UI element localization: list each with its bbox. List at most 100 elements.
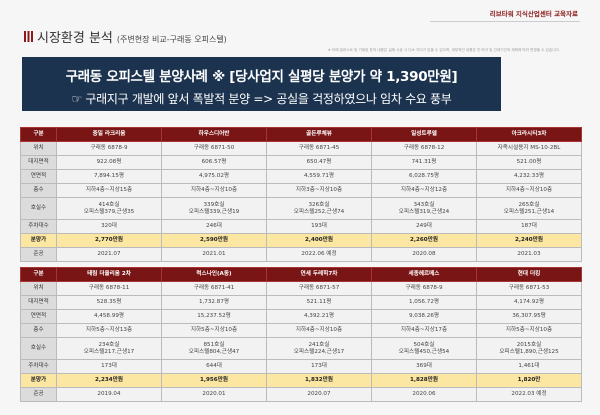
cell-completion: 2021.07: [56, 247, 162, 262]
cell-completion: 2022.06 예정: [266, 247, 372, 262]
cell-units: 326호실 오피스텔252,근생74: [266, 197, 372, 220]
cell-units: 234호실 오피스텔217,근생17: [56, 337, 162, 360]
comparison-table-1: 구분 중일 라크리움 하우스디어반 골든루체뷰 일성트루엘 아크라시티3차 위치 구래동 68…: [20, 127, 582, 262]
row-label: 주차대수: [20, 359, 57, 374]
table-row-price: 분양가 2,770만원 2,590만원 2,400만원 2,260만원 2,240만원: [20, 233, 582, 248]
column-header: 아크라시티3차: [476, 127, 582, 142]
cell-land-area: 4,174.92평: [476, 295, 582, 310]
cell-completion: 2022.03 예정: [476, 387, 582, 402]
banner-line1: 구래동 오피스텔 분양사례 ※ [당사업지 실평당 분양가 약 1,390만원]: [65, 69, 458, 85]
cell-land-area: 1,056.72평: [371, 295, 477, 310]
corner-header: 구분: [20, 267, 57, 282]
cell-land-area: 521.11평: [266, 295, 372, 310]
cell-floors: 지하4층~지상10층: [266, 323, 372, 338]
cell-price: 2,240만원: [476, 233, 582, 248]
column-header: 골든루체뷰: [266, 127, 372, 142]
cell-land-area: 650.47평: [266, 155, 372, 170]
table-row-land-area: 대지면적 922.08평 606.57평 650.47평 741.31평 521.00평: [20, 155, 582, 170]
table-row-location: 위치 구래동 6878-9 구래동 6871-50 구래동 6871-45 구래동 68…: [20, 141, 582, 156]
table-row-floors: 층수 지하5층~지상13층 지하5층~지상10층 지하4층~지상10층 지하4층~지상1…: [20, 323, 582, 338]
cell-price: 1,956만원: [161, 373, 267, 388]
headline-banner: 구래동 오피스텔 분양사례 ※ [당사업지 실평당 분양가 약 1,390만원]…: [22, 57, 501, 111]
table-row-completion: 준공 2019.04 2020.01 2020.07 2020.06 2022.03 예정: [20, 387, 582, 402]
table-row-floor-area: 연면적 7,894.15평 4,975.02평 4,559.71평 6,028.75평 4…: [20, 169, 582, 184]
row-label: 위치: [20, 281, 57, 296]
banner-line2: ☞ 구래지구 개발에 앞서 폭발적 분양 => 공실을 걱정하였으나 임차 수요…: [71, 92, 452, 106]
column-header: 하우스디어반: [161, 127, 267, 142]
cell-price: 1,828만원: [371, 373, 477, 388]
cell-floors: 지하4층~지상17층: [371, 323, 477, 338]
cell-floors: 지하4층~지상12층: [371, 183, 477, 198]
column-header: 일성트루엘: [371, 127, 477, 142]
cell-completion: 2020.01: [161, 387, 267, 402]
cell-floors: 지하5층~지상10층: [161, 323, 267, 338]
column-header: 태림 더올리움 2차: [56, 267, 162, 282]
table-row-parking: 주차대수 173대 644대 173대 369대 1,461대: [20, 359, 582, 374]
table-row-price: 분양가 2,234만원 1,956만원 1,832만원 1,828만원 1,820만: [20, 373, 582, 388]
row-label: 대지면적: [20, 155, 57, 170]
column-header: 중일 라크리움: [56, 127, 162, 142]
cell-land-area: 606.57평: [161, 155, 267, 170]
cell-parking: 249대: [371, 219, 477, 234]
column-header: 세종헤르메스: [371, 267, 477, 282]
cell-floor-area: 7,894.15평: [56, 169, 162, 184]
cell-completion: 2019.04: [56, 387, 162, 402]
table-row-location: 위치 구래동 6878-11 구래동 6871-41 구래동 6871-57 구래동 6…: [20, 281, 582, 296]
cell-price: 2,260만원: [371, 233, 477, 248]
cell-parking: 1,461대: [476, 359, 582, 374]
row-label: 대지면적: [20, 295, 57, 310]
table-row-floor-area: 연면적 4,458.99평 15,237.52평 4,392.21평 9,038.26평…: [20, 309, 582, 324]
disclaimer-note: ※ 아래 일러스트 및 기재된 표의 내용은 실제 시공 시 다소 차이가 있을…: [327, 48, 560, 52]
cell-location: 구래동 6871-41: [161, 281, 267, 296]
cell-price: 1,832만원: [266, 373, 372, 388]
row-label: 연면적: [20, 309, 57, 324]
row-label: 분양가: [20, 233, 57, 248]
cell-location: 자족시설용지 MS-10-2BL: [476, 141, 582, 156]
cell-parking: 246대: [161, 219, 267, 234]
comparison-table-2: 구분 태림 더올리움 2차 럭스나인(A동) 연세 두레힉7차 세종헤르메스 현대 더킹 위…: [20, 267, 582, 402]
cell-land-area: 741.31평: [371, 155, 477, 170]
cell-price: 2,234만원: [56, 373, 162, 388]
column-header: 현대 더킹: [476, 267, 582, 282]
bars-icon: [24, 31, 33, 42]
row-label: 주차대수: [20, 219, 57, 234]
table-row-completion: 준공 2021.07 2021.01 2022.06 예정 2020.08 2021.03: [20, 247, 582, 262]
table-row-parking: 주차대수 320대 246대 193대 249대 187대: [20, 219, 582, 234]
brand-label: 리브타워 지식산업센터 교육자료: [489, 10, 578, 18]
cell-floor-area: 4,232.33평: [476, 169, 582, 184]
cell-floor-area: 4,559.71평: [266, 169, 372, 184]
cell-price: 2,400만원: [266, 233, 372, 248]
cell-units: 414호실 오피스텔379,근생35: [56, 197, 162, 220]
table-row-floors: 층수 지하4층~지상15층 지하4층~지상10층 지하3층~지상10층 지하4층~지상1…: [20, 183, 582, 198]
cell-land-area: 528.35평: [56, 295, 162, 310]
column-header: 연세 두레힉7차: [266, 267, 372, 282]
row-label: 층수: [20, 183, 57, 198]
divider: [430, 21, 580, 22]
cell-units: 339호실 오피스텔339,근생19: [161, 197, 267, 220]
table-row-land-area: 대지면적 528.35평 1,732.87평 521.11평 1,056.72평 4,17…: [20, 295, 582, 310]
cell-location: 구래동 6871-53: [476, 281, 582, 296]
table-row-units: 호실수 414호실 오피스텔379,근생35 339호실 오피스텔339,근생19 3…: [20, 197, 582, 220]
row-label: 준공: [20, 387, 57, 402]
cell-parking: 320대: [56, 219, 162, 234]
cell-parking: 369대: [371, 359, 477, 374]
cell-units: 265호실 오피스텔251,근생14: [476, 197, 582, 220]
cell-parking: 173대: [56, 359, 162, 374]
cell-land-area: 1,732.87평: [161, 295, 267, 310]
cell-floors: 지하3층~지상10층: [266, 183, 372, 198]
cell-location: 구래동 6878-9: [371, 281, 477, 296]
page-title: 시장환경 분석 (주변현장 비교-구래동 오피스텔): [24, 27, 227, 46]
cell-floors: 지하4층~지상10층: [476, 183, 582, 198]
cell-location: 구래동 6871-50: [161, 141, 267, 156]
cell-floors: 지하4층~지상10층: [161, 183, 267, 198]
row-label: 위치: [20, 141, 57, 156]
corner-header: 구분: [20, 127, 57, 142]
row-label: 분양가: [20, 373, 57, 388]
cell-completion: 2020.07: [266, 387, 372, 402]
row-label: 층수: [20, 323, 57, 338]
row-label: 호실수: [20, 337, 57, 360]
cell-parking: 173대: [266, 359, 372, 374]
cell-units: 343호실 오피스텔319,근생24: [371, 197, 477, 220]
cell-completion: 2021.01: [161, 247, 267, 262]
cell-completion: 2020.08: [371, 247, 477, 262]
